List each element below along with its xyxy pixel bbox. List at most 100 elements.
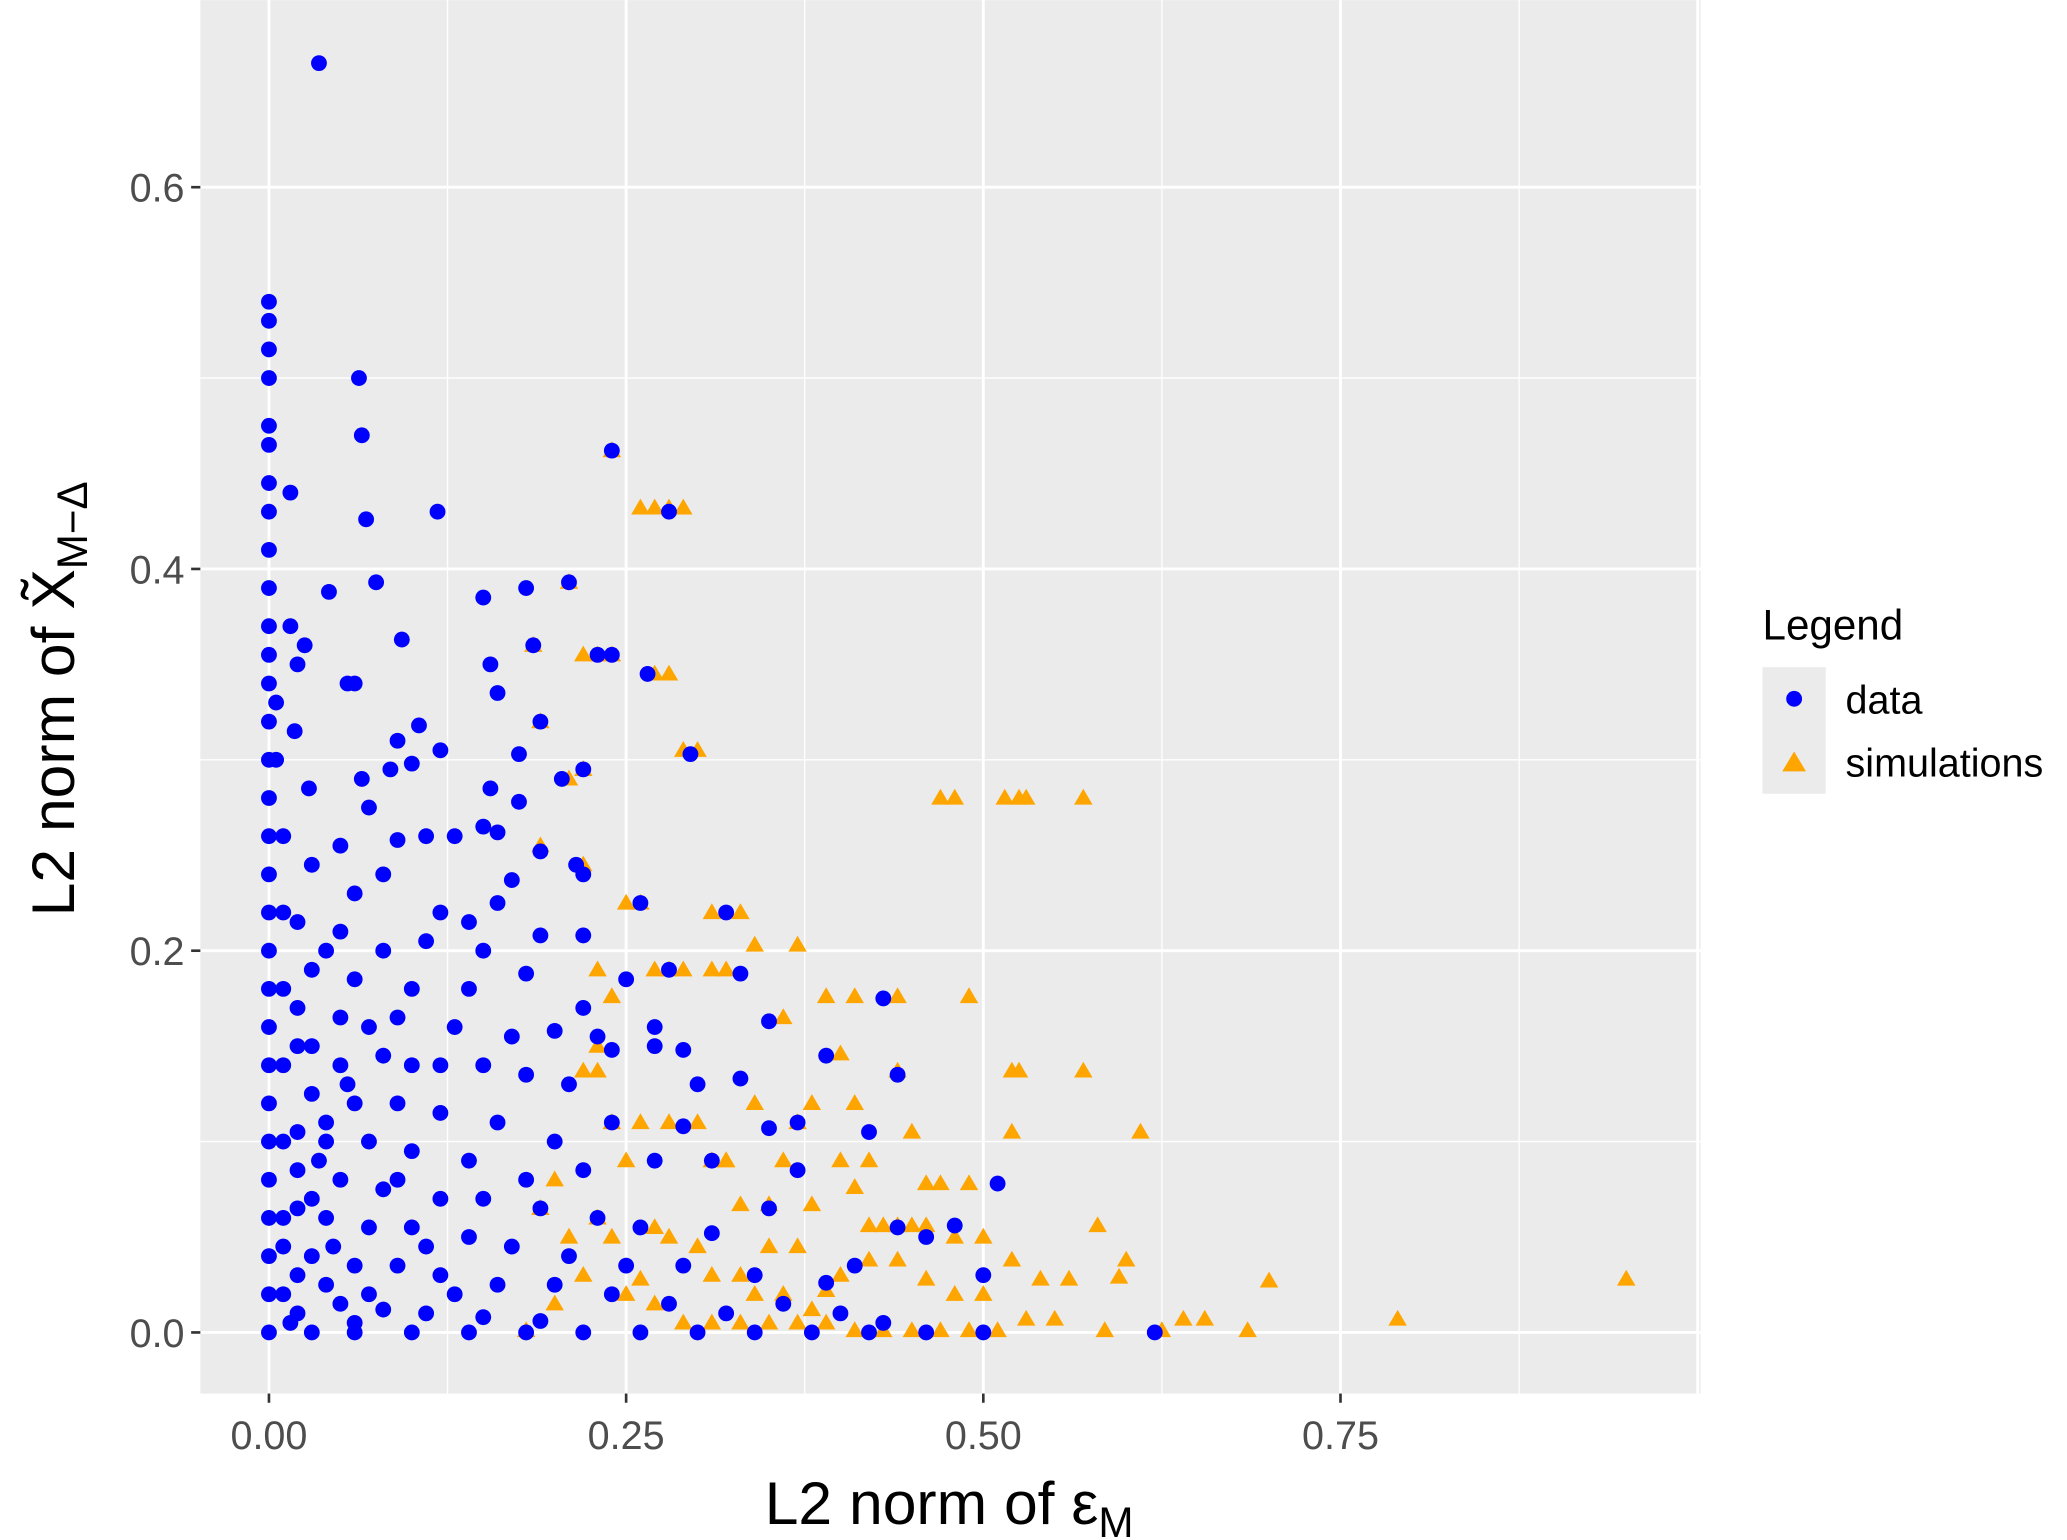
data-point [346,971,363,988]
data-point [289,1162,306,1179]
simulation-point [1002,1250,1022,1267]
data-point [461,1152,477,1169]
simulation-point [645,960,664,977]
data-point [518,1171,535,1188]
data-point [546,1276,563,1293]
simulation-point [774,1151,793,1168]
data-point [889,1066,906,1083]
data-point [261,618,277,635]
simulation-point [902,1122,922,1139]
data-point [393,631,410,648]
data-point [261,475,277,491]
data-point [389,1095,406,1112]
data-point [389,1009,406,1026]
data-point [761,1120,777,1137]
gridlines [200,0,1701,1394]
data-point [303,1190,320,1207]
data-point [846,1257,863,1274]
data-point [918,1229,935,1245]
simulation-point [1074,788,1093,805]
data-point [861,1124,877,1140]
data-point [418,1305,435,1322]
data-point [661,961,677,978]
data-point [303,856,320,873]
data-point [975,1267,992,1284]
simulation-point [631,1269,650,1286]
simulation-point [916,1269,936,1286]
data-point [475,818,492,835]
data-point [975,1324,992,1341]
simulation-point [745,1285,764,1301]
data-point [589,646,606,663]
simulation-point [902,1321,922,1338]
data-point [632,895,649,911]
data-point [646,1019,663,1035]
data-point [275,980,292,997]
simulation-point [859,1250,879,1267]
simulation-point [745,1094,764,1110]
plot-panel [200,0,1701,1394]
data-point [861,1324,877,1341]
simulation-point [645,498,664,515]
data-point [503,872,520,888]
data-point [703,1152,720,1169]
simulation-point [788,1237,807,1254]
data-point [261,580,277,596]
data-point [525,637,542,654]
simulation-point [659,1227,679,1244]
data-point [775,1295,792,1312]
data-point [918,1324,935,1341]
data-point [303,1085,320,1102]
data-point [446,1019,463,1035]
data-point [561,574,577,591]
data-point [303,1324,320,1341]
data-point [418,828,435,845]
simulation-point [988,1321,1007,1338]
data-point [461,980,477,997]
data-point [632,1324,649,1341]
data-point [275,1057,292,1074]
data-point [261,341,277,358]
simulation-point [1174,1309,1193,1326]
simulation-point [974,1227,993,1244]
data-point [261,980,277,997]
data-point [261,828,277,845]
simulation-point [616,893,636,910]
data-point [489,1114,506,1131]
data-point [261,1095,277,1112]
legend-key-simulations [1782,751,1806,772]
data-point [332,1171,349,1188]
data-point [546,1022,563,1039]
data-point [296,637,313,654]
data-point [689,1324,706,1341]
data-point [389,1171,406,1188]
data-point [603,1286,620,1303]
data-point [311,1152,327,1169]
data-point [575,927,592,944]
data-point [518,580,535,596]
legend-key-data [1786,690,1803,707]
simulation-point [702,903,722,920]
data-point [358,511,375,528]
data-point [889,1219,906,1236]
data-point [403,1057,420,1074]
data-point [518,1066,535,1083]
data-point [475,1309,492,1326]
simulation-point [888,1250,907,1267]
data-point [575,1000,592,1016]
simulation-point [831,1265,850,1282]
data-point [618,1257,635,1274]
data-point [646,1038,663,1055]
data-point [403,980,420,997]
simulation-point [1002,1061,1022,1078]
data-point [689,1076,706,1093]
data-point [646,1152,663,1169]
data-point [332,837,349,854]
data-point [532,927,549,944]
data-point [261,1057,277,1074]
simulation-point [574,1061,593,1078]
data-point [339,1076,356,1093]
data-point [675,1118,692,1135]
simulation-point [1131,1122,1150,1139]
simulation-point [831,1044,850,1061]
